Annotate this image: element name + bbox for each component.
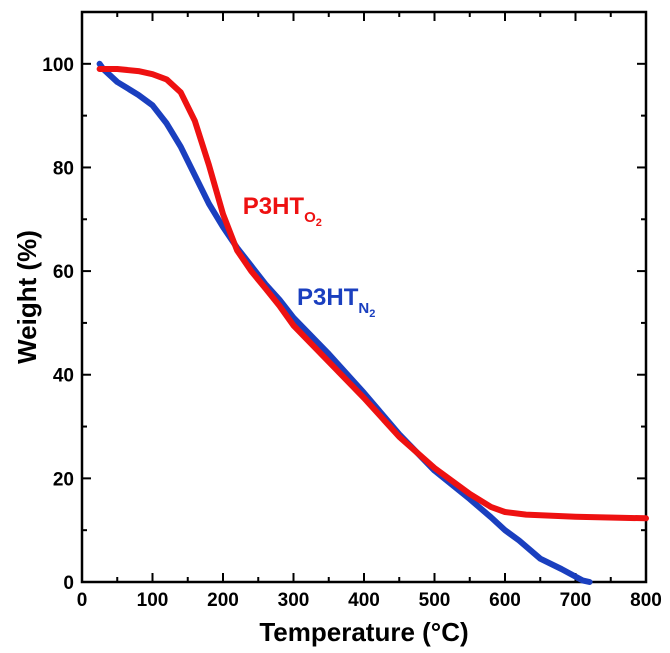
series-label-main: P3HT <box>297 284 359 311</box>
series-line-1 <box>96 60 593 585</box>
y-tick-label: 0 <box>63 573 74 594</box>
y-tick-label: 100 <box>42 55 74 76</box>
x-axis-title: Temperature (°C) <box>259 617 468 647</box>
series-label-subscript: N <box>358 300 369 317</box>
y-tick-label: 20 <box>53 469 74 490</box>
series-lines <box>96 60 649 585</box>
x-tick-label: 0 <box>77 590 88 611</box>
x-tick-label: 600 <box>489 590 521 611</box>
y-tick-label: 60 <box>53 262 74 283</box>
series-label-main: P3HT <box>243 193 305 220</box>
series-label-subsubscript: 2 <box>369 308 375 320</box>
x-tick-label: 200 <box>207 590 239 611</box>
series-label-1: P3HTN2 <box>297 284 375 320</box>
y-tick-label: 40 <box>53 366 74 387</box>
y-tick-label: 80 <box>53 158 74 179</box>
x-tick-label: 700 <box>560 590 592 611</box>
y-axis-ticks: 0 20 40 60 80 100 <box>42 11 646 594</box>
x-axis-ticks: 0 100 200 300 400 500 600 700 800 <box>77 12 662 611</box>
series-label-0: P3HTO2 <box>243 193 322 229</box>
plot-frame <box>80 10 648 584</box>
series-label-subsubscript: 2 <box>316 217 322 229</box>
y-axis-title: Weight (%) <box>12 230 42 364</box>
x-tick-label: 100 <box>137 590 169 611</box>
x-tick-label: 400 <box>348 590 380 611</box>
x-tick-label: 300 <box>278 590 310 611</box>
series-label-subscript: O <box>304 209 316 226</box>
series-line-0 <box>96 66 649 522</box>
x-tick-label: 800 <box>630 590 662 611</box>
x-tick-label: 500 <box>419 590 451 611</box>
